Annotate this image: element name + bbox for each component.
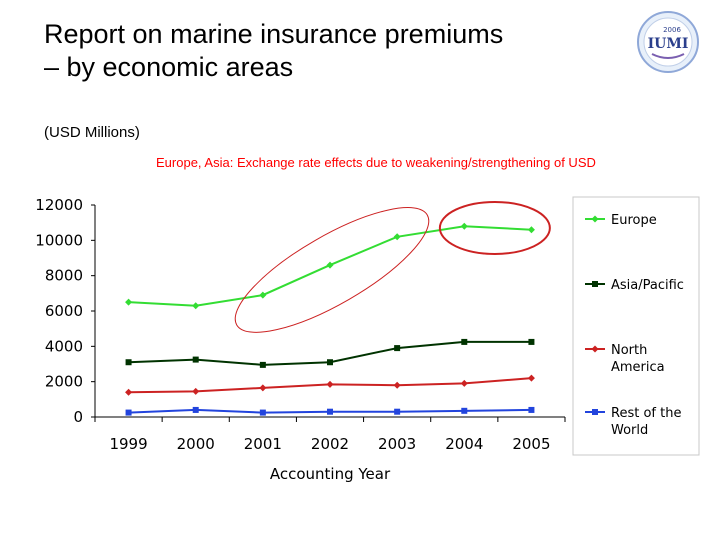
x-axis-title: Accounting Year [270,465,391,483]
data-point-north-america [125,388,133,396]
y-tick-label: 0 [73,408,83,426]
legend-marker-north-america [591,345,599,353]
data-point-europe [326,261,334,269]
legend-marker-asia-pacific [592,281,598,287]
data-point-europe [192,302,200,310]
data-point-north-america [326,380,334,388]
logo-year-text: 2006 [663,26,681,34]
data-point-asia-pacific [461,338,468,345]
data-point-north-america [393,381,401,389]
legend-label-north-america: America [611,360,665,375]
data-point-rest-of-the-world [327,408,333,415]
legend-box [572,196,700,456]
x-tick-label: 2004 [445,435,483,453]
data-point-asia-pacific [394,345,401,352]
x-tick-label: 2005 [512,435,550,453]
x-tick-label: 1999 [109,435,147,453]
legend-label-north-america: North [611,343,647,358]
x-tick-label: 2000 [177,435,215,453]
legend-label-rest-of-the-world: Rest of the [611,406,681,421]
chart-note: Europe, Asia: Exchange rate effects due … [156,155,596,170]
data-point-europe [527,226,535,234]
legend-marker-rest-of-the-world [592,409,598,415]
y-tick-label: 4000 [45,337,83,355]
iumi-logo: 2006 IUMI [637,11,699,73]
data-point-north-america [460,379,468,387]
slide-title-line-1: Report on marine insurance premiums [44,19,504,49]
chart-units-subtitle: (USD Millions) [44,124,140,141]
y-tick-label: 2000 [45,373,83,391]
data-point-rest-of-the-world [259,409,266,416]
x-tick-label: 2003 [378,435,416,453]
data-point-north-america [259,384,267,392]
legend-label-europe: Europe [611,213,657,228]
annotation-ellipse [438,200,551,255]
data-point-europe [125,298,133,306]
data-point-rest-of-the-world [192,406,199,413]
annotation-ellipse [234,207,430,333]
y-tick-label: 8000 [45,267,83,285]
data-point-rest-of-the-world [461,407,468,414]
data-point-europe [393,233,401,241]
y-tick-label: 12000 [35,196,83,214]
data-point-asia-pacific [259,361,266,368]
data-point-europe [460,222,468,230]
x-tick-label: 2002 [311,435,349,453]
data-point-rest-of-the-world [125,409,132,416]
logo-main-text: IUMI [648,36,689,52]
y-tick-label: 6000 [45,302,83,320]
data-point-rest-of-the-world [394,408,401,415]
data-point-asia-pacific [327,359,333,366]
data-point-asia-pacific [528,338,535,345]
data-point-europe [259,291,267,299]
slide-title-line-2: – by economic areas [44,52,294,82]
y-tick-label: 10000 [35,231,83,249]
data-point-north-america [192,387,200,395]
data-point-asia-pacific [192,356,199,363]
legend-label-asia-pacific: Asia/Pacific [611,278,684,293]
slide-title: Report on marine insurance premiums – by… [44,18,604,84]
data-point-north-america [527,374,535,382]
legend-label-rest-of-the-world: World [611,423,648,438]
data-point-asia-pacific [125,359,132,366]
legend-marker-europe [591,215,599,223]
x-tick-label: 2001 [244,435,282,453]
data-point-rest-of-the-world [528,406,535,413]
